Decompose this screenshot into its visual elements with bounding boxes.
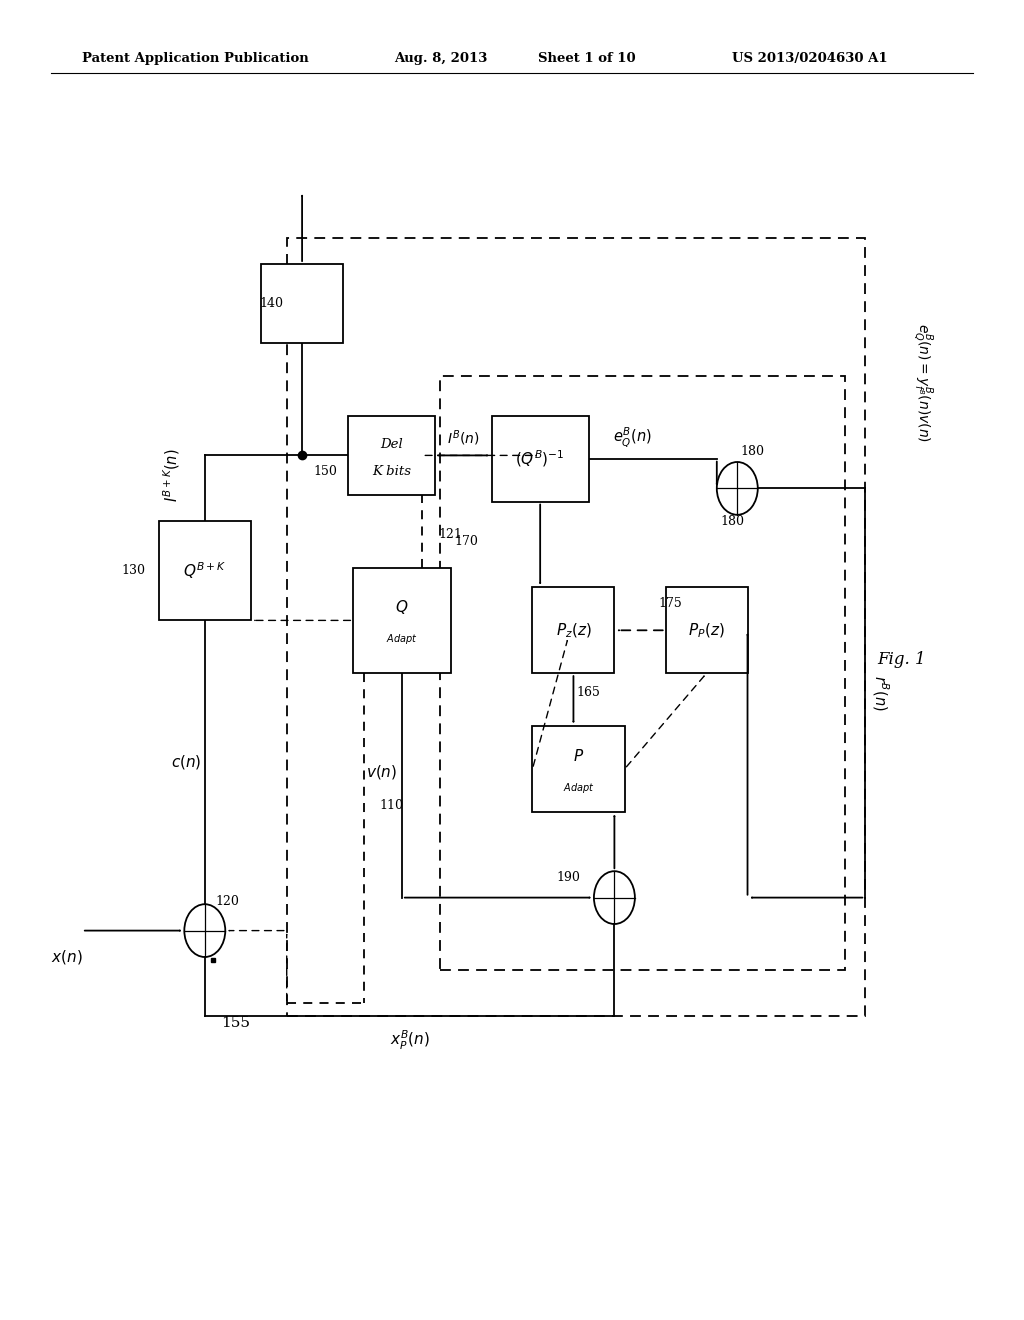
Text: Del: Del	[380, 438, 403, 451]
Text: $I^{B+K}(n)$: $I^{B+K}(n)$	[162, 449, 182, 502]
Text: 175: 175	[658, 598, 683, 610]
Text: 155: 155	[221, 1016, 250, 1030]
Text: 170: 170	[454, 535, 478, 548]
Text: $(Q^B)^{-1}$: $(Q^B)^{-1}$	[515, 449, 565, 469]
Text: $r^B(n)$: $r^B(n)$	[870, 675, 891, 711]
FancyBboxPatch shape	[261, 264, 343, 343]
Text: 150: 150	[313, 465, 337, 478]
Text: Sheet 1 of 10: Sheet 1 of 10	[538, 51, 635, 65]
Text: $c(n)$: $c(n)$	[171, 754, 202, 771]
FancyBboxPatch shape	[159, 521, 251, 620]
Text: $v(n)$: $v(n)$	[366, 763, 397, 781]
FancyBboxPatch shape	[353, 568, 451, 673]
Text: 165: 165	[577, 686, 601, 700]
FancyBboxPatch shape	[532, 587, 614, 673]
Text: 180: 180	[720, 515, 744, 528]
Text: K bits: K bits	[372, 465, 412, 478]
Text: $I^B(n)$: $I^B(n)$	[447, 429, 479, 447]
Text: 140: 140	[259, 297, 284, 310]
Text: 130: 130	[121, 565, 145, 577]
FancyBboxPatch shape	[492, 416, 589, 502]
Text: Aug. 8, 2013: Aug. 8, 2013	[394, 51, 487, 65]
Text: 110: 110	[380, 799, 403, 812]
FancyBboxPatch shape	[348, 416, 435, 495]
FancyBboxPatch shape	[532, 726, 625, 812]
Text: $e^B_Q(n)$: $e^B_Q(n)$	[613, 425, 651, 450]
Text: $Q$: $Q$	[395, 598, 409, 616]
Text: $x(n)$: $x(n)$	[51, 948, 82, 966]
Text: 121: 121	[438, 528, 463, 541]
Text: Fig. 1: Fig. 1	[877, 652, 926, 668]
Text: 180: 180	[740, 445, 765, 458]
Text: $_{Adapt}$: $_{Adapt}$	[563, 781, 594, 796]
Text: $P_P(z)$: $P_P(z)$	[688, 622, 725, 639]
Text: $P_z(z)$: $P_z(z)$	[556, 622, 591, 639]
Text: $Q^{B+K}$: $Q^{B+K}$	[183, 561, 226, 581]
Text: $x^B_P(n)$: $x^B_P(n)$	[389, 1028, 430, 1052]
Text: $P$: $P$	[573, 747, 584, 764]
Text: 190: 190	[556, 871, 581, 884]
Text: US 2013/0204630 A1: US 2013/0204630 A1	[732, 51, 888, 65]
Text: Patent Application Publication: Patent Application Publication	[82, 51, 308, 65]
Text: $_{Adapt}$: $_{Adapt}$	[386, 634, 418, 647]
FancyBboxPatch shape	[666, 587, 748, 673]
Text: 120: 120	[215, 895, 240, 908]
Text: $e^B_Q(n)=y^B_{f^B}(n)v(n)$: $e^B_Q(n)=y^B_{f^B}(n)v(n)$	[909, 323, 934, 442]
